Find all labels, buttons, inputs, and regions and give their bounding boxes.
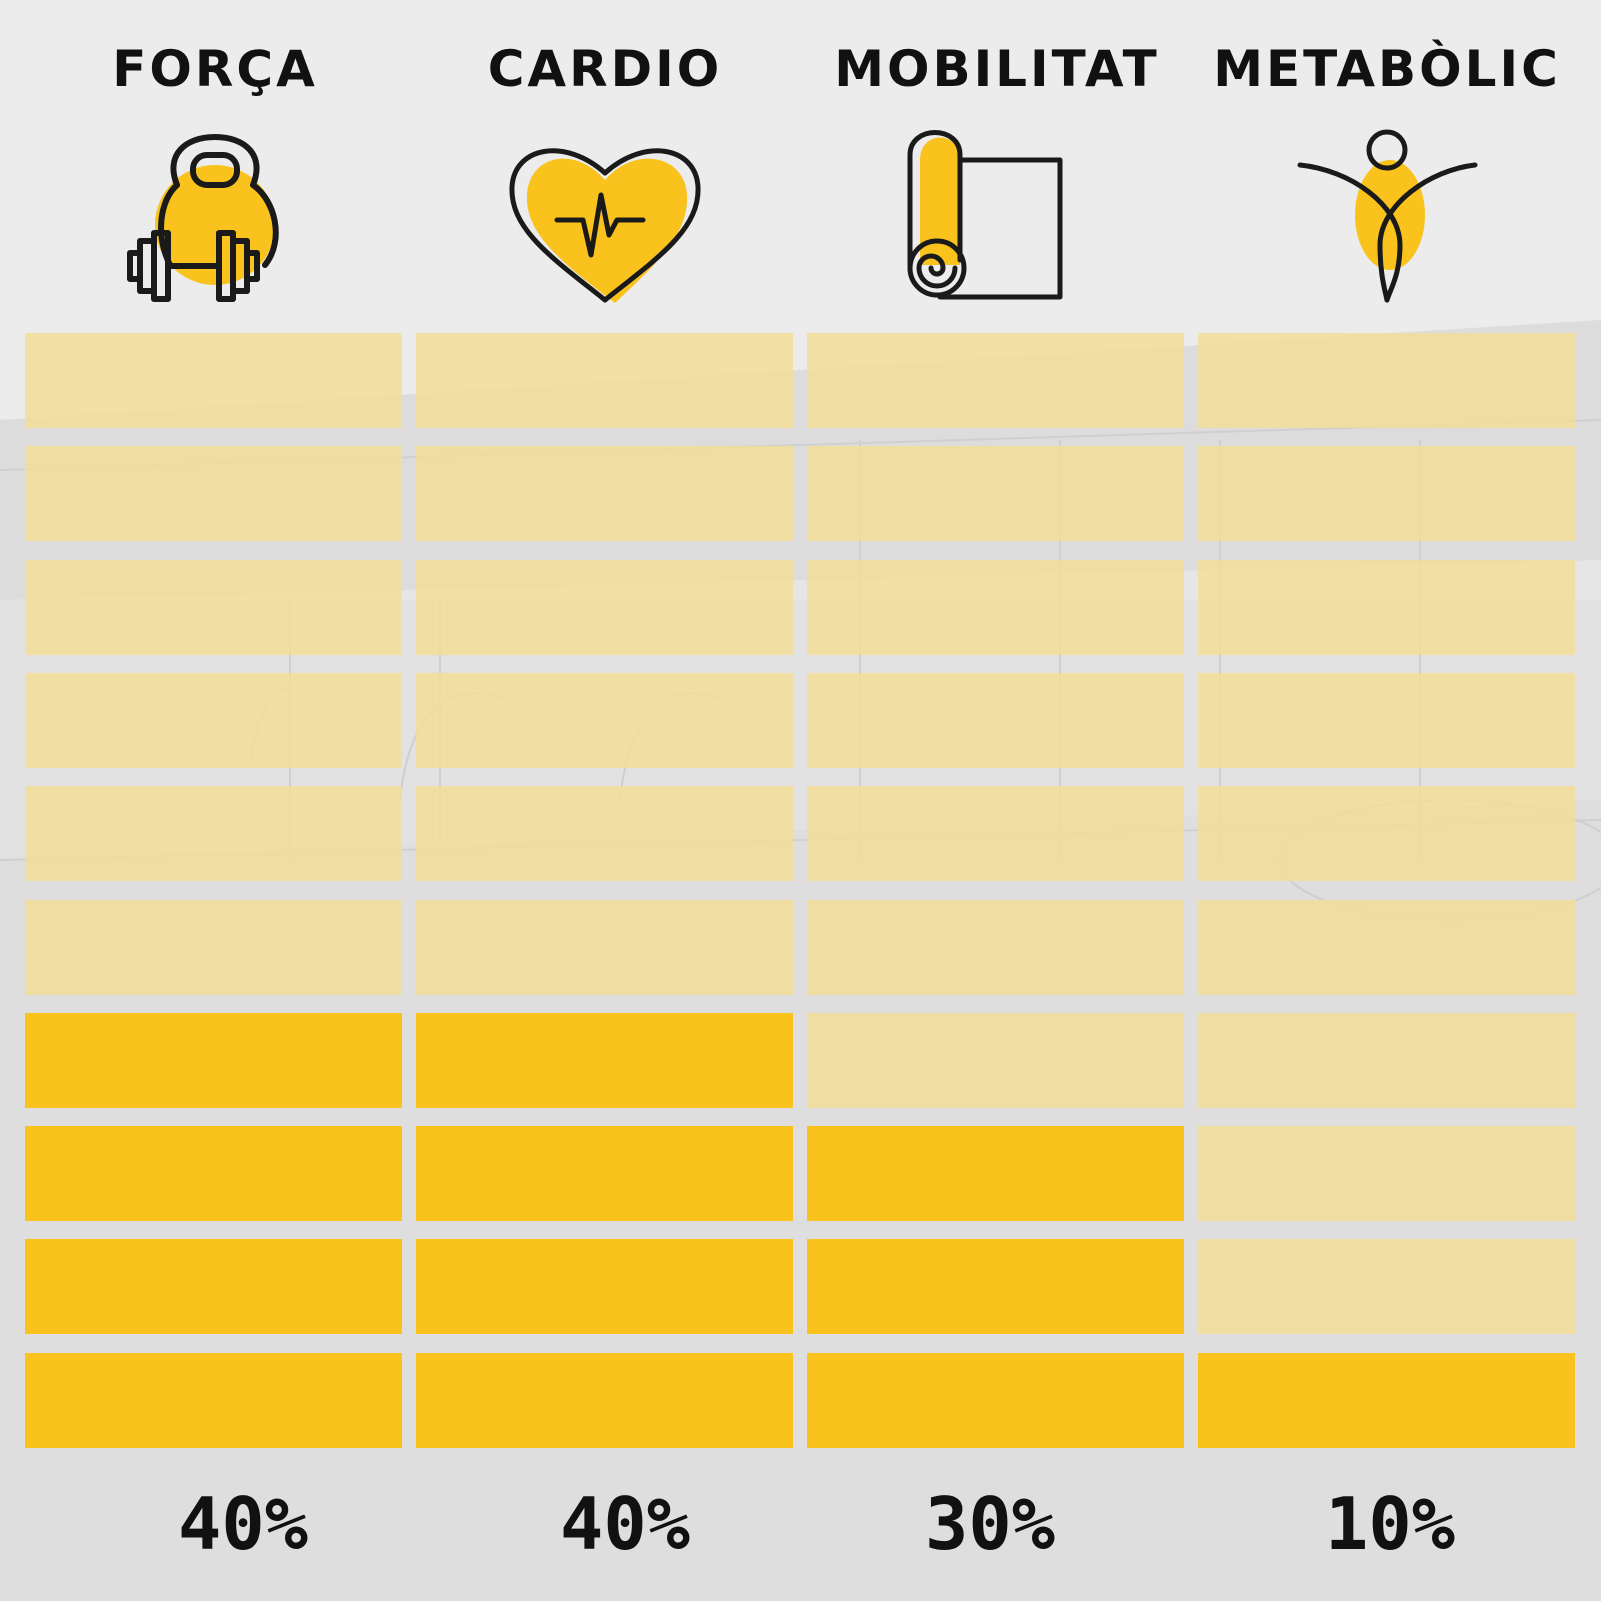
- bar-block-empty: [807, 560, 1184, 655]
- value-label-mobilitat: 30%: [924, 1482, 1056, 1566]
- bar-block-filled: [25, 1353, 402, 1448]
- bar-block-empty: [807, 900, 1184, 995]
- bar-block-empty: [416, 900, 793, 995]
- bar-block-filled: [25, 1126, 402, 1221]
- bar-block-empty: [1198, 1239, 1575, 1334]
- bar-block-empty: [416, 560, 793, 655]
- column-title-metabolic: METABÒLIC: [1213, 40, 1561, 98]
- bar-block-filled: [25, 1013, 402, 1108]
- value-label-forca: 40%: [177, 1482, 309, 1566]
- kettlebell-dumbbell-icon: [127, 134, 279, 302]
- bar-block-filled: [807, 1239, 1184, 1334]
- bar-block-empty: [416, 786, 793, 881]
- bar-block-empty: [1198, 560, 1575, 655]
- bar-block-empty: [1198, 333, 1575, 428]
- bar-block-filled: [25, 1239, 402, 1334]
- person-figure-icon: [1297, 129, 1478, 303]
- bar-block-empty: [1198, 1013, 1575, 1108]
- bar-block-empty: [25, 786, 402, 881]
- value-label-metabolic: 10%: [1324, 1482, 1456, 1566]
- column-title-mobilitat: MOBILITAT: [834, 40, 1160, 98]
- heart-pulse-icon: [509, 148, 701, 303]
- column-title-forca: FORÇA: [112, 40, 318, 98]
- bar-block-empty: [1198, 1126, 1575, 1221]
- bar-block-empty: [807, 786, 1184, 881]
- bar-block-empty: [25, 900, 402, 995]
- bar-block-empty: [1198, 673, 1575, 768]
- bar-block-empty: [416, 446, 793, 541]
- bar-block-empty: [416, 673, 793, 768]
- bar-block-filled: [416, 1126, 793, 1221]
- bar-block-empty: [25, 333, 402, 428]
- yoga-mat-icon: [907, 130, 1063, 300]
- bar-block-empty: [416, 333, 793, 428]
- bar-block-empty: [25, 673, 402, 768]
- bar-block-empty: [1198, 900, 1575, 995]
- bar-block-empty: [807, 446, 1184, 541]
- bar-block-filled: [416, 1013, 793, 1108]
- bar-block-empty: [807, 1013, 1184, 1108]
- bar-block-filled: [416, 1353, 793, 1448]
- bar-block-filled: [807, 1126, 1184, 1221]
- column-title-cardio: CARDIO: [487, 40, 723, 98]
- value-label-cardio: 40%: [559, 1482, 691, 1566]
- bar-block-empty: [1198, 786, 1575, 881]
- bar-block-filled: [1198, 1353, 1575, 1448]
- bar-block-empty: [25, 446, 402, 541]
- bar-block-empty: [1198, 446, 1575, 541]
- bar-block-filled: [807, 1353, 1184, 1448]
- bar-block-empty: [25, 560, 402, 655]
- bar-block-empty: [807, 333, 1184, 428]
- bar-block-filled: [416, 1239, 793, 1334]
- bar-block-empty: [807, 673, 1184, 768]
